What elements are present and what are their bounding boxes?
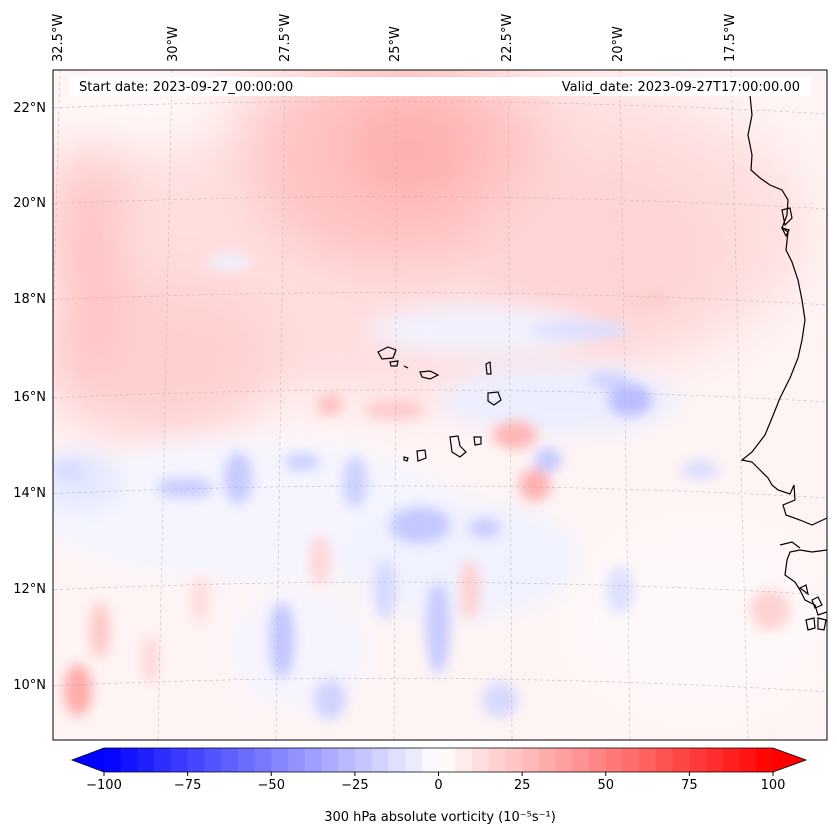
colorbar-segment [154, 748, 172, 772]
longitude-label: 17.5°W [723, 14, 738, 62]
colorbar-segment [321, 748, 339, 772]
colorbar-segment [756, 748, 774, 772]
colorbar-segment [605, 748, 623, 772]
longitude-label: 22.5°W [500, 14, 515, 62]
colorbar-segment [555, 748, 573, 772]
colorbar-tick-label: −25 [341, 778, 368, 793]
colorbar-segment [271, 748, 289, 772]
colorbar-segment [488, 748, 506, 772]
colorbar-tick-label: 25 [514, 778, 531, 793]
colorbar-tick-label: −50 [258, 778, 285, 793]
colorbar-segment [438, 748, 456, 772]
colorbar-segment [405, 748, 423, 772]
latitude-label: 16°N [13, 390, 46, 405]
colorbar-label: 300 hPa absolute vorticity (10⁻⁵s⁻¹) [324, 810, 556, 825]
colorbar-segment [137, 748, 155, 772]
longitude-label: 25°W [388, 26, 403, 62]
longitude-label: 27.5°W [278, 14, 293, 62]
header-band [69, 77, 811, 96]
cape-verde-islands [377, 207, 827, 631]
latitude-label: 18°N [13, 292, 46, 307]
colorbar-segment [120, 748, 138, 772]
colorbar-segment [622, 748, 640, 772]
colorbar-segment [722, 748, 741, 772]
longitude-label: 20°W [611, 26, 626, 62]
longitude-label: 32.5°W [51, 14, 66, 62]
colorbar-tick-label: −100 [86, 778, 122, 793]
coastline [740, 94, 827, 616]
colorbar-extend-high [773, 748, 806, 772]
colorbar-segment [471, 748, 490, 772]
colorbar-segment [739, 748, 757, 772]
colorbar-segment [204, 748, 222, 772]
longitude-labels: 32.5°W 30°W 27.5°W 25°W 22.5°W 20°W 17.5°W [51, 14, 738, 62]
valid-date-label: Valid_date: 2023-09-27T17:00:00.00 [562, 80, 800, 95]
colorbar-segment [455, 748, 473, 772]
latitude-label: 12°N [13, 582, 46, 597]
colorbar-segment [371, 748, 389, 772]
colorbar-segment [689, 748, 707, 772]
latitude-label: 14°N [13, 486, 46, 501]
colorbar-segment [639, 748, 657, 772]
longitude-label: 30°W [166, 26, 181, 62]
latitude-label: 20°N [13, 196, 46, 211]
colorbar-segment [505, 748, 523, 772]
colorbar-segment [187, 748, 205, 772]
colorbar-tick-label: 0 [434, 778, 442, 793]
colorbar-segment [655, 748, 674, 772]
colorbar-segment [538, 748, 557, 772]
colorbar: −100 −75 −50 −25 0 25 50 75 100 [70, 747, 808, 793]
start-date-label: Start date: 2023-09-27_00:00:00 [79, 80, 293, 95]
map-frame [52, 69, 828, 741]
colorbar-segment [672, 748, 690, 772]
colorbar-segment [354, 748, 373, 772]
colorbar-tick-label: 50 [597, 778, 614, 793]
graticule [53, 70, 827, 740]
colorbar-segment [522, 748, 540, 772]
colorbar-segment [104, 748, 122, 772]
colorbar-segment [421, 748, 439, 772]
colorbar-tick-label: −75 [174, 778, 201, 793]
latitude-labels: 22°N 20°N 18°N 16°N 14°N 12°N 10°N [13, 101, 46, 693]
colorbar-segment [221, 748, 239, 772]
colorbar-segment [338, 748, 356, 772]
colorbar-segment [706, 748, 724, 772]
colorbar-segment [254, 748, 272, 772]
vorticity-field [53, 70, 827, 740]
colorbar-segment [589, 748, 607, 772]
colorbar-segment [572, 748, 590, 772]
colorbar-tick-label: 100 [761, 778, 786, 793]
colorbar-tick-label: 75 [681, 778, 698, 793]
latitude-label: 10°N [13, 678, 46, 693]
colorbar-segment [237, 748, 256, 772]
colorbar-segment [304, 748, 322, 772]
latitude-label: 22°N [13, 101, 46, 116]
colorbar-segment [388, 748, 406, 772]
colorbar-extend-low [72, 748, 104, 772]
colorbar-segment [287, 748, 306, 772]
colorbar-segment [170, 748, 189, 772]
